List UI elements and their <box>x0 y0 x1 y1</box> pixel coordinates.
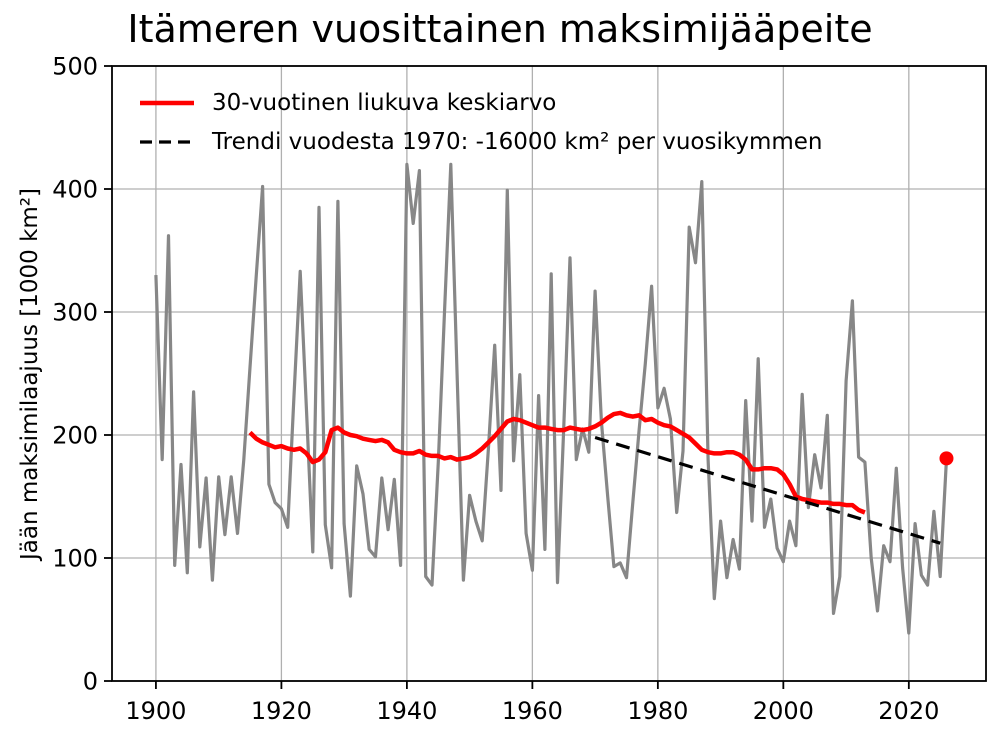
series-annual <box>154 162 949 635</box>
y-tick-label: 100 <box>52 545 98 573</box>
legend-item-trend: Trendi vuodesta 1970: -16000 km² per vuo… <box>138 122 823 161</box>
x-tick-label: 1900 <box>125 697 186 725</box>
legend-item-moving-average: 30-vuotinen liukuva keskiarvo <box>138 83 823 122</box>
x-tick-label: 1980 <box>627 697 688 725</box>
y-tick-label: 300 <box>52 299 98 327</box>
x-tick-label: 2000 <box>753 697 814 725</box>
legend-label-moving-average: 30-vuotinen liukuva keskiarvo <box>212 89 557 116</box>
y-tick-label: 200 <box>52 422 98 450</box>
legend-label-trend: Trendi vuodesta 1970: -16000 km² per vuo… <box>212 128 823 155</box>
dashed-line-swatch-icon <box>140 139 194 144</box>
legend: 30-vuotinen liukuva keskiarvo Trendi vuo… <box>138 83 823 161</box>
x-tick-label: 2020 <box>878 697 939 725</box>
x-tick-label: 1960 <box>502 697 563 725</box>
y-tick-label: 500 <box>52 53 98 81</box>
chart-title: Itämeren vuosittainen maksimijääpeite <box>127 7 873 51</box>
x-axis: 1900 1920 1940 1960 1980 2000 2020 <box>125 681 939 725</box>
plot-border <box>111 65 987 682</box>
x-tick-label: 1920 <box>251 697 312 725</box>
series-moving-average <box>248 410 866 515</box>
y-tick-label: 400 <box>52 176 98 204</box>
series-trend <box>594 435 941 545</box>
y-axis: 0 100 200 300 400 500 <box>52 53 112 696</box>
x-tick-label: 1940 <box>376 697 437 725</box>
y-tick-label: 0 <box>83 668 98 696</box>
red-line-swatch-icon <box>140 100 194 105</box>
latest-value-marker <box>939 451 954 466</box>
y-axis-label: Jään maksimilaajuus [1000 km²] <box>17 188 43 560</box>
